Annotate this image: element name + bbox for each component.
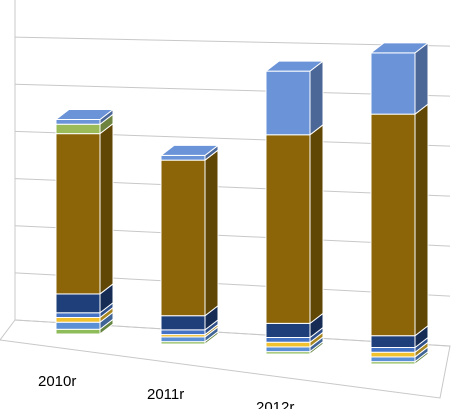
bar-segment <box>265 341 311 348</box>
bar-segment <box>265 322 311 339</box>
bar-side <box>414 103 429 337</box>
bar-segment <box>55 293 101 314</box>
bar-segment <box>160 159 206 317</box>
bar-segment <box>55 312 101 318</box>
bar-side <box>414 41 429 116</box>
bar-top <box>54 109 115 120</box>
bar-side <box>99 122 114 295</box>
bar-top <box>159 144 220 156</box>
bar-segment <box>160 336 206 343</box>
bar-side <box>204 149 219 317</box>
bar-top <box>264 60 325 72</box>
bar-segment <box>370 347 416 353</box>
bar-segment <box>55 317 101 323</box>
bar-segment <box>160 329 206 336</box>
bar-segment <box>55 123 101 135</box>
bar-segment <box>370 356 416 363</box>
bar-segment <box>55 328 101 335</box>
bar-segment <box>370 52 416 115</box>
bar-top <box>369 42 430 54</box>
x-tick-label: 2011r <box>147 386 184 403</box>
x-tick-label: 2010r <box>38 373 76 390</box>
bar-segment <box>55 119 101 125</box>
bar-side <box>309 123 324 325</box>
bar-segment <box>160 154 206 161</box>
bar-segment <box>160 315 206 331</box>
bar-segment <box>265 70 311 136</box>
bar-side <box>309 60 324 136</box>
bar-segment <box>370 335 416 349</box>
bar-segment <box>265 134 311 324</box>
grid-line <box>14 36 451 47</box>
bar-segment <box>265 346 311 353</box>
bar-segment <box>370 351 416 358</box>
bar-segment <box>55 321 101 330</box>
bar-segment <box>265 337 311 343</box>
bar-segment <box>55 133 101 295</box>
x-tick-label: 2012r <box>256 399 294 409</box>
bar-segment <box>370 113 416 337</box>
